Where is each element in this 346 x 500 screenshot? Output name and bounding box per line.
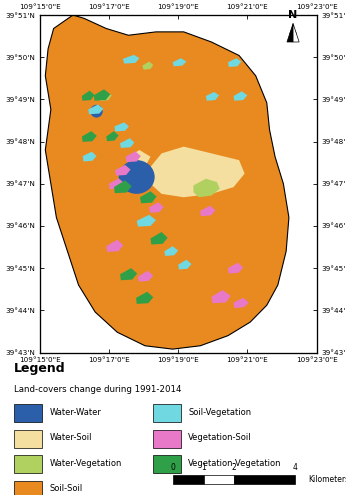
Polygon shape (173, 58, 186, 66)
Text: Land-covers change during 1991-2014: Land-covers change during 1991-2014 (13, 385, 181, 394)
Text: Vegetation-Soil: Vegetation-Soil (188, 434, 252, 442)
Polygon shape (149, 202, 164, 213)
Bar (153, 404, 182, 422)
Polygon shape (206, 92, 219, 100)
Bar (13, 430, 43, 448)
Polygon shape (83, 152, 97, 162)
Polygon shape (82, 90, 94, 101)
Polygon shape (145, 146, 245, 197)
Polygon shape (115, 122, 129, 132)
Text: Soil-Soil: Soil-Soil (49, 484, 82, 494)
Polygon shape (293, 24, 299, 42)
Polygon shape (137, 215, 156, 226)
Polygon shape (140, 191, 157, 203)
Polygon shape (126, 152, 141, 162)
Polygon shape (142, 62, 153, 70)
Polygon shape (106, 240, 124, 252)
Polygon shape (109, 178, 124, 189)
Polygon shape (106, 131, 119, 141)
Polygon shape (287, 24, 293, 42)
Polygon shape (136, 292, 153, 304)
Polygon shape (120, 138, 135, 148)
Bar (153, 455, 182, 473)
Polygon shape (228, 262, 243, 274)
Bar (173, 475, 203, 484)
Text: 1: 1 (201, 462, 206, 471)
Text: N: N (289, 10, 298, 20)
Polygon shape (45, 15, 289, 349)
Polygon shape (114, 180, 132, 193)
Text: Water-Water: Water-Water (49, 408, 101, 417)
Polygon shape (120, 268, 137, 280)
Polygon shape (211, 290, 231, 303)
Ellipse shape (90, 105, 103, 118)
Polygon shape (94, 89, 110, 101)
Ellipse shape (119, 160, 155, 194)
Polygon shape (234, 92, 247, 100)
Text: Water-Soil: Water-Soil (49, 434, 92, 442)
Text: Water-Vegetation: Water-Vegetation (49, 459, 121, 468)
Polygon shape (164, 246, 178, 256)
Text: 4: 4 (293, 462, 298, 471)
Polygon shape (128, 150, 151, 170)
Text: Legend: Legend (13, 362, 65, 374)
Text: 0: 0 (171, 462, 175, 471)
Bar (203, 475, 234, 484)
Bar (13, 455, 43, 473)
Polygon shape (151, 232, 168, 244)
Text: 2: 2 (232, 462, 236, 471)
Polygon shape (234, 298, 249, 308)
Bar (13, 480, 43, 498)
Polygon shape (200, 206, 216, 216)
Bar (153, 430, 182, 448)
Polygon shape (82, 131, 97, 142)
Text: Soil-Vegetation: Soil-Vegetation (188, 408, 252, 417)
Text: Vegetation-Vegetation: Vegetation-Vegetation (188, 459, 282, 468)
Polygon shape (138, 271, 153, 281)
Polygon shape (99, 92, 112, 101)
Polygon shape (193, 178, 220, 197)
Polygon shape (88, 104, 103, 114)
Text: Kilometers: Kilometers (309, 475, 346, 484)
Bar (234, 475, 295, 484)
Polygon shape (228, 58, 241, 67)
Polygon shape (123, 55, 139, 64)
Bar (13, 404, 43, 422)
Polygon shape (115, 165, 130, 175)
Polygon shape (178, 260, 191, 270)
